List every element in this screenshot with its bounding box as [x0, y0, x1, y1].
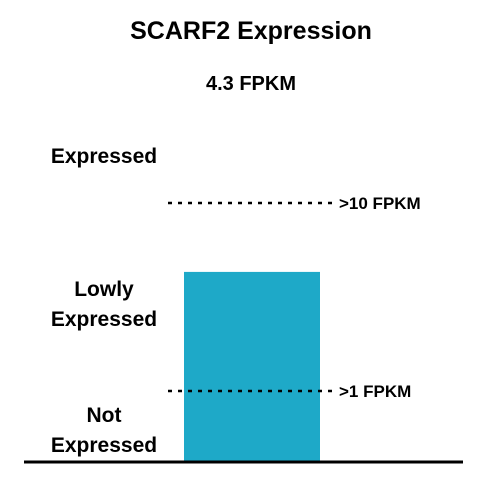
- zone-label-expressed: Expressed: [51, 145, 157, 168]
- bars-layer: [184, 271, 320, 462]
- zone-label-not-line1: Not: [87, 404, 122, 427]
- threshold-label-1: >1 FPKM: [339, 382, 411, 401]
- zone-label-lowly-line2: Expressed: [51, 308, 157, 331]
- zone-label-not-line2: Expressed: [51, 434, 157, 457]
- zone-label-lowly-line1: Lowly: [74, 278, 134, 301]
- threshold-label-10: >10 FPKM: [339, 194, 421, 213]
- chart-subtitle: 4.3 FPKM: [206, 73, 296, 95]
- chart-title: SCARF2 Expression: [130, 17, 372, 45]
- bar-scarf2: [184, 271, 320, 462]
- threshold-layer: >10 FPKM >1 FPKM: [168, 194, 421, 401]
